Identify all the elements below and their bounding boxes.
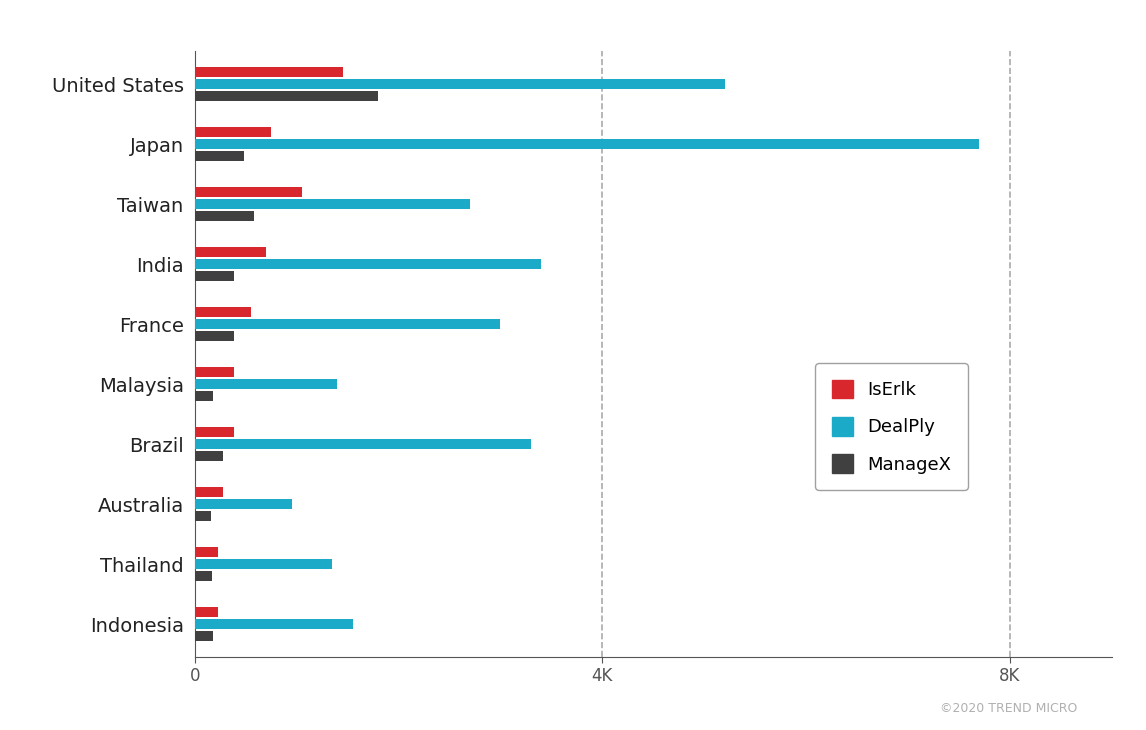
Bar bbox=[195, 199, 470, 210]
Bar bbox=[195, 510, 211, 521]
Text: ©2020 TREND MICRO: ©2020 TREND MICRO bbox=[940, 702, 1077, 715]
Bar bbox=[195, 247, 266, 258]
Bar bbox=[195, 450, 223, 461]
Bar bbox=[195, 631, 213, 642]
Bar bbox=[195, 331, 234, 342]
Bar bbox=[195, 79, 724, 90]
Bar bbox=[195, 211, 254, 221]
Bar bbox=[195, 271, 234, 282]
Bar bbox=[195, 487, 223, 497]
Bar bbox=[195, 139, 979, 150]
Bar bbox=[195, 379, 337, 389]
Legend: IsErlk, DealPly, ManageX: IsErlk, DealPly, ManageX bbox=[815, 364, 968, 490]
Bar bbox=[195, 607, 218, 618]
Bar bbox=[195, 618, 353, 629]
Bar bbox=[195, 439, 531, 450]
Bar bbox=[195, 571, 212, 581]
Bar bbox=[195, 366, 234, 377]
Bar bbox=[195, 258, 541, 269]
Bar bbox=[195, 319, 501, 329]
Bar bbox=[195, 499, 291, 510]
Bar bbox=[195, 307, 251, 318]
Bar bbox=[195, 150, 244, 161]
Bar bbox=[195, 391, 213, 402]
Bar bbox=[195, 558, 332, 569]
Bar bbox=[195, 91, 378, 101]
Bar bbox=[195, 187, 301, 198]
Bar bbox=[195, 66, 343, 77]
Bar bbox=[195, 547, 218, 558]
Bar bbox=[195, 127, 272, 137]
Bar bbox=[195, 426, 234, 437]
